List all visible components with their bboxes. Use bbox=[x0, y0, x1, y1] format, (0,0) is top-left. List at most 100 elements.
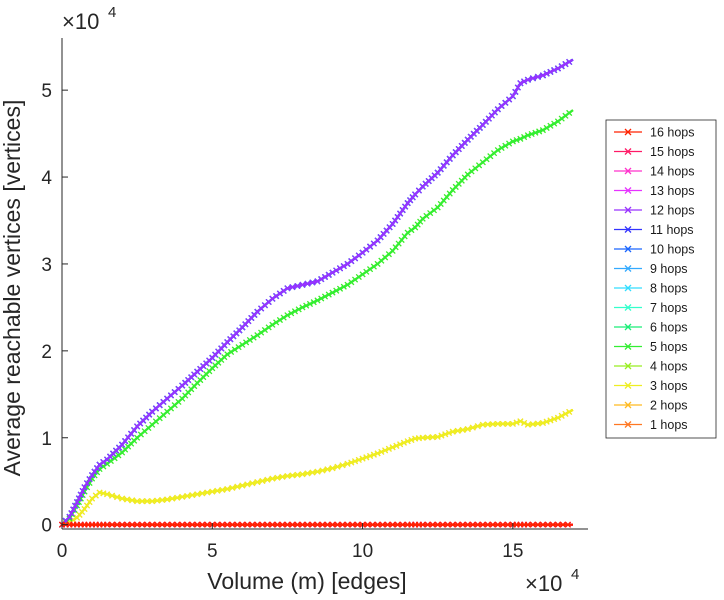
data-point bbox=[543, 70, 550, 77]
data-point bbox=[265, 324, 272, 331]
data-point bbox=[379, 521, 386, 528]
data-point bbox=[352, 458, 359, 465]
data-point bbox=[348, 279, 355, 286]
data-point bbox=[299, 471, 306, 478]
data-point bbox=[344, 521, 351, 528]
data-point bbox=[134, 521, 141, 528]
data-point bbox=[77, 491, 84, 498]
data-point bbox=[404, 438, 411, 445]
data-point bbox=[229, 484, 236, 491]
data-point bbox=[524, 421, 531, 428]
data-point bbox=[319, 521, 326, 528]
data-point bbox=[269, 521, 276, 528]
data-point bbox=[89, 472, 96, 479]
data-point bbox=[564, 521, 571, 528]
legend-label: 4 hops bbox=[650, 360, 688, 374]
data-point bbox=[524, 76, 531, 83]
legend-item: 11 hops bbox=[614, 223, 694, 237]
legend-label: 15 hops bbox=[650, 145, 694, 159]
data-point bbox=[209, 488, 216, 495]
data-point bbox=[348, 258, 355, 265]
data-point bbox=[363, 454, 370, 461]
data-point bbox=[280, 314, 287, 321]
data-point bbox=[309, 521, 316, 528]
data-point bbox=[70, 506, 77, 513]
x-exponent-power: 4 bbox=[571, 566, 579, 583]
data-point bbox=[429, 434, 436, 441]
data-point bbox=[558, 412, 565, 419]
data-point bbox=[299, 521, 306, 528]
data-point bbox=[509, 420, 516, 427]
data-point bbox=[393, 442, 400, 449]
data-point bbox=[517, 135, 524, 142]
data-point bbox=[91, 468, 98, 475]
x-tick-label: 5 bbox=[207, 541, 218, 562]
data-point bbox=[273, 319, 280, 326]
data-point bbox=[164, 521, 171, 528]
data-point bbox=[348, 459, 355, 466]
data-point bbox=[434, 521, 441, 528]
data-point bbox=[66, 515, 73, 522]
data-point bbox=[169, 521, 176, 528]
data-point bbox=[164, 496, 171, 503]
data-point bbox=[399, 207, 406, 214]
data-point bbox=[269, 295, 276, 302]
data-point bbox=[239, 482, 246, 489]
legend-swatch-marker bbox=[624, 421, 632, 428]
x-exponent: ×10 4 bbox=[525, 566, 579, 596]
data-point bbox=[464, 426, 471, 433]
data-point bbox=[109, 521, 116, 528]
data-point bbox=[549, 521, 556, 528]
legend-item: 16 hops bbox=[614, 126, 694, 140]
data-point bbox=[529, 421, 536, 428]
data-point bbox=[104, 460, 111, 467]
legend-item: 2 hops bbox=[614, 399, 688, 413]
data-point bbox=[279, 473, 286, 480]
legend-label: 1 hops bbox=[650, 418, 688, 432]
data-point bbox=[276, 290, 283, 297]
data-point bbox=[444, 521, 451, 528]
data-point bbox=[189, 521, 196, 528]
series-6-hops bbox=[58, 58, 574, 528]
data-point bbox=[124, 496, 131, 503]
data-point bbox=[543, 418, 550, 425]
data-point bbox=[111, 455, 118, 462]
data-point bbox=[502, 142, 509, 149]
data-point bbox=[524, 132, 531, 139]
data-point bbox=[419, 434, 426, 441]
data-point bbox=[539, 521, 546, 528]
data-point bbox=[204, 489, 211, 496]
legend-swatch-marker bbox=[624, 382, 632, 389]
data-point bbox=[384, 521, 391, 528]
data-point bbox=[324, 466, 331, 473]
data-point bbox=[389, 220, 396, 227]
data-point bbox=[454, 427, 461, 434]
data-point bbox=[234, 483, 241, 490]
data-point bbox=[521, 134, 528, 141]
legend: 16 hops 15 hops 14 hops 13 hops 12 hops 11 ho… bbox=[605, 119, 717, 439]
data-point bbox=[408, 436, 415, 443]
data-point bbox=[534, 521, 541, 528]
data-point bbox=[194, 491, 201, 498]
data-point bbox=[504, 420, 511, 427]
data-point bbox=[354, 521, 361, 528]
data-point bbox=[445, 429, 453, 436]
data-point bbox=[337, 285, 344, 292]
series-10-hops bbox=[58, 58, 574, 528]
data-point bbox=[104, 491, 111, 498]
legend-label: 13 hops bbox=[650, 184, 694, 198]
data-point bbox=[334, 521, 341, 528]
data-point bbox=[517, 80, 524, 87]
data-point bbox=[259, 521, 266, 528]
data-point bbox=[129, 497, 136, 504]
data-point bbox=[295, 306, 302, 313]
series-12-hops bbox=[58, 58, 574, 528]
data-point bbox=[149, 498, 156, 505]
legend-item: 13 hops bbox=[614, 184, 694, 198]
data-point bbox=[514, 84, 521, 91]
data-point bbox=[449, 521, 456, 528]
data-point bbox=[484, 521, 491, 528]
legend-swatch-marker bbox=[624, 206, 632, 214]
series-line bbox=[61, 58, 574, 526]
series-16-hops bbox=[58, 521, 573, 528]
